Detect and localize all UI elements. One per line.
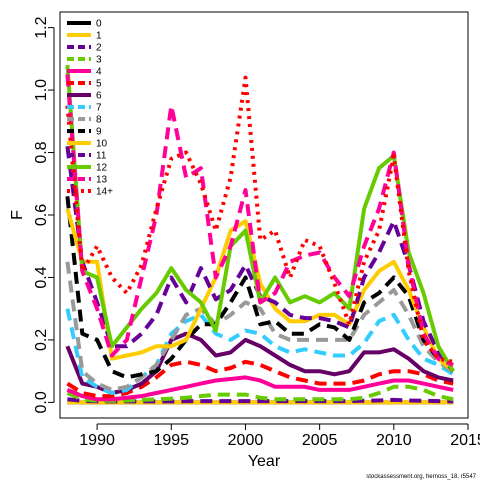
- y-tick-label: 0.8: [33, 141, 50, 163]
- series-line-5: [66, 359, 454, 399]
- legend-label: 8: [96, 115, 102, 126]
- series-line-7: [65, 308, 455, 395]
- series-line-14plus: [65, 75, 454, 364]
- legend-label: 12: [96, 163, 108, 174]
- x-tick-label: 2000: [228, 432, 264, 449]
- legend-label: 4: [96, 67, 102, 78]
- series-line-10: [65, 208, 455, 373]
- y-tick-label: 0.6: [33, 204, 50, 226]
- series-line-4: [66, 375, 454, 402]
- legend-label: 1: [96, 31, 102, 42]
- legend-label: 0: [96, 19, 102, 30]
- y-tick-label: 1.2: [33, 16, 50, 38]
- x-tick-label: 2015: [450, 432, 480, 449]
- legend-label: 10: [96, 139, 108, 150]
- legend-label: 7: [96, 103, 102, 114]
- y-tick-label: 0.2: [33, 329, 50, 351]
- x-axis: 1990 1995 2000 2005 2010 2015: [79, 423, 480, 449]
- series-layer: [65, 64, 455, 405]
- legend-label: 14+: [96, 187, 113, 198]
- x-axis-title: Year: [248, 453, 281, 470]
- series-line-9: [65, 196, 455, 380]
- legend-label: 2: [96, 43, 102, 54]
- legend-label: 9: [96, 127, 102, 138]
- legend-label: 5: [96, 79, 102, 90]
- x-tick-label: 1995: [153, 432, 189, 449]
- credit-text: stockassessment.org, hernoss_18, r5547: [366, 474, 476, 480]
- y-tick-label: 0.0: [33, 391, 50, 413]
- legend-label: 6: [96, 91, 102, 102]
- x-tick-label: 2010: [376, 432, 412, 449]
- y-tick-label: 0.4: [33, 266, 50, 288]
- plot-frame: [59, 11, 469, 419]
- y-tick-label: 1.0: [33, 79, 50, 101]
- x-tick-label: 2005: [302, 432, 338, 449]
- series-line-3: [66, 384, 454, 403]
- x-tick-label: 1990: [79, 432, 115, 449]
- y-axis-title: F: [9, 210, 26, 220]
- legend-label: 13: [96, 175, 108, 186]
- legend-label: 11: [96, 151, 107, 162]
- y-axis: 0.0 0.2 0.4 0.6 0.8 1.0 1.2: [33, 16, 55, 414]
- legend-label: 3: [96, 55, 102, 66]
- series-line-8: [65, 261, 455, 392]
